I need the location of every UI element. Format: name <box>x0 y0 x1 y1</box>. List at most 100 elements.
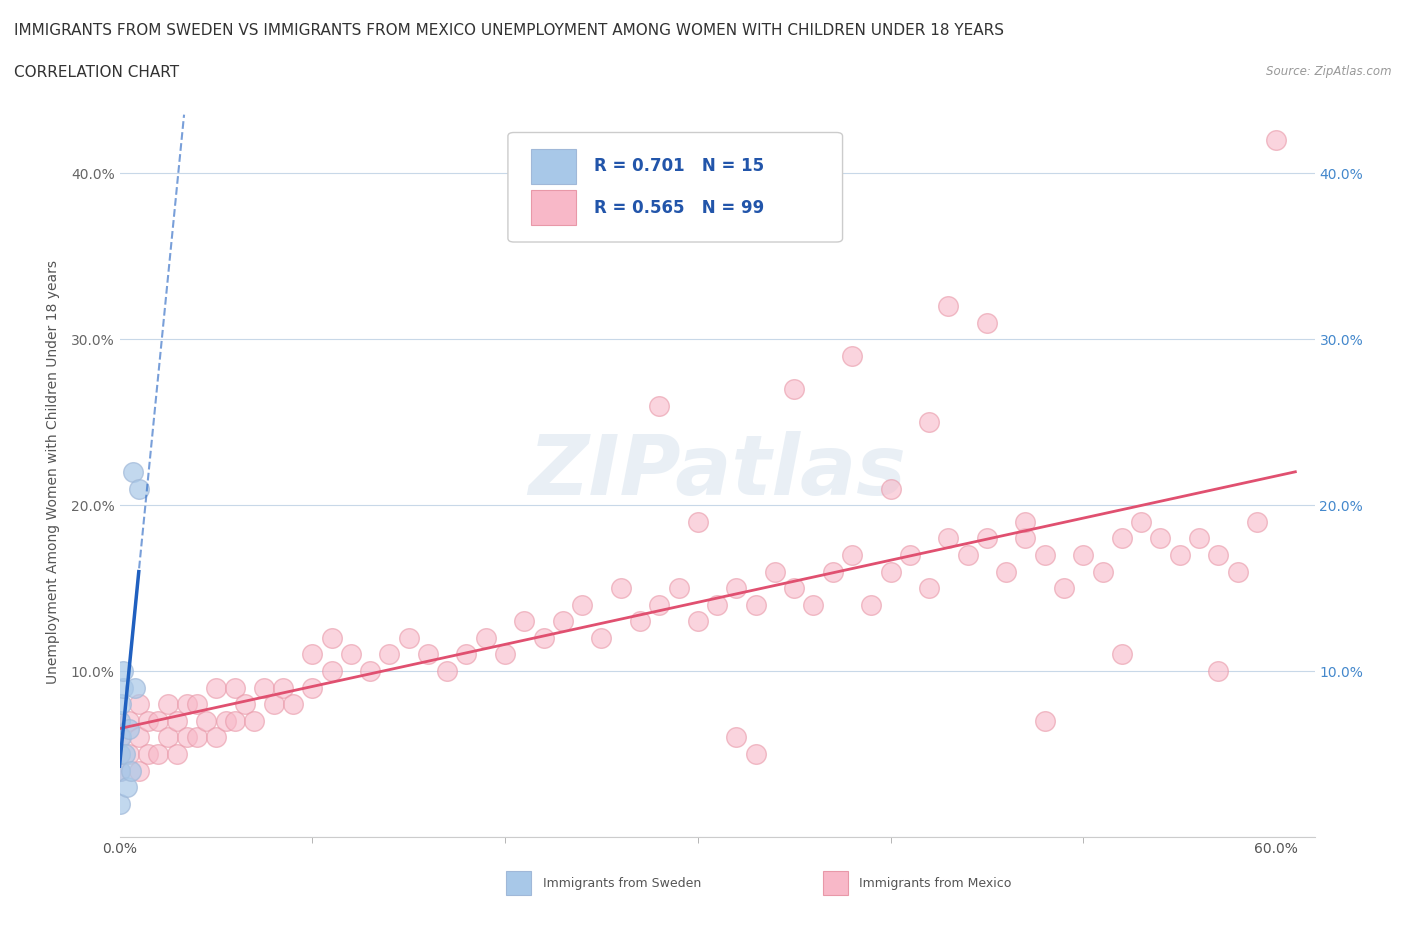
Point <box>591 631 613 645</box>
Point <box>138 747 160 762</box>
Point <box>156 697 179 711</box>
Point <box>513 614 536 629</box>
Point <box>976 531 998 546</box>
Point <box>1188 531 1211 546</box>
Point <box>494 647 516 662</box>
Point <box>108 764 131 778</box>
Point <box>1168 548 1191 563</box>
Point <box>1071 548 1094 563</box>
Point <box>1111 647 1133 662</box>
Text: R = 0.701   N = 15: R = 0.701 N = 15 <box>593 157 763 175</box>
FancyBboxPatch shape <box>530 149 576 183</box>
Point <box>976 315 998 330</box>
Point <box>118 747 141 762</box>
Point <box>112 664 135 679</box>
Point <box>744 597 766 612</box>
Point <box>243 713 266 728</box>
Point <box>879 481 901 496</box>
Point <box>124 680 146 695</box>
Point <box>1246 514 1268 529</box>
Point <box>224 713 246 728</box>
Point <box>114 747 136 762</box>
FancyBboxPatch shape <box>506 871 531 895</box>
Point <box>725 730 748 745</box>
Point <box>186 730 208 745</box>
Point <box>1033 713 1056 728</box>
Point <box>186 697 208 711</box>
Point <box>112 680 135 695</box>
Point <box>763 565 786 579</box>
Point <box>841 548 863 563</box>
Point <box>551 614 574 629</box>
Point <box>128 481 150 496</box>
Point <box>783 580 806 595</box>
Point <box>706 597 728 612</box>
Point <box>166 747 188 762</box>
Point <box>628 614 651 629</box>
FancyBboxPatch shape <box>823 871 848 895</box>
Point <box>898 548 921 563</box>
Point <box>995 565 1018 579</box>
Point <box>1091 565 1114 579</box>
Point <box>138 713 160 728</box>
Point <box>1111 531 1133 546</box>
Point <box>359 664 381 679</box>
Point <box>456 647 478 662</box>
Point <box>110 697 132 711</box>
Point <box>195 713 218 728</box>
Text: Immigrants from Mexico: Immigrants from Mexico <box>859 877 1011 890</box>
Point <box>533 631 555 645</box>
Y-axis label: Unemployment Among Women with Children Under 18 years: Unemployment Among Women with Children U… <box>45 260 59 684</box>
Point <box>118 713 141 728</box>
Point <box>166 713 188 728</box>
Point <box>416 647 439 662</box>
Point <box>436 664 458 679</box>
Point <box>205 730 228 745</box>
Point <box>938 531 960 546</box>
Point <box>176 730 198 745</box>
Point <box>281 697 304 711</box>
FancyBboxPatch shape <box>530 190 576 225</box>
Point <box>821 565 844 579</box>
Point <box>110 730 132 745</box>
Point <box>118 722 141 737</box>
Point <box>918 415 941 430</box>
Point <box>146 747 169 762</box>
Point <box>321 664 343 679</box>
FancyBboxPatch shape <box>508 132 842 242</box>
Point <box>879 565 901 579</box>
Point <box>263 697 285 711</box>
Point <box>115 779 138 794</box>
Text: CORRELATION CHART: CORRELATION CHART <box>14 65 179 80</box>
Point <box>321 631 343 645</box>
Point <box>378 647 401 662</box>
Point <box>128 697 150 711</box>
Point <box>205 680 228 695</box>
Point <box>301 680 323 695</box>
Point <box>108 730 131 745</box>
Point <box>233 697 256 711</box>
Point <box>938 299 960 313</box>
Point <box>156 730 179 745</box>
Point <box>1053 580 1076 595</box>
Point <box>1265 133 1288 148</box>
Point <box>146 713 169 728</box>
Point <box>1014 531 1036 546</box>
Point <box>783 381 806 396</box>
Point <box>803 597 825 612</box>
Point <box>1130 514 1153 529</box>
Point <box>340 647 363 662</box>
Point <box>224 680 246 695</box>
Point <box>108 796 131 811</box>
Point <box>176 697 198 711</box>
Point <box>1033 548 1056 563</box>
Point <box>273 680 295 695</box>
Point <box>571 597 593 612</box>
Point <box>474 631 496 645</box>
Point <box>108 764 131 778</box>
Point <box>1226 565 1249 579</box>
Point <box>744 747 766 762</box>
Point <box>108 747 131 762</box>
Point <box>686 614 709 629</box>
Text: IMMIGRANTS FROM SWEDEN VS IMMIGRANTS FROM MEXICO UNEMPLOYMENT AMONG WOMEN WITH C: IMMIGRANTS FROM SWEDEN VS IMMIGRANTS FRO… <box>14 23 1004 38</box>
